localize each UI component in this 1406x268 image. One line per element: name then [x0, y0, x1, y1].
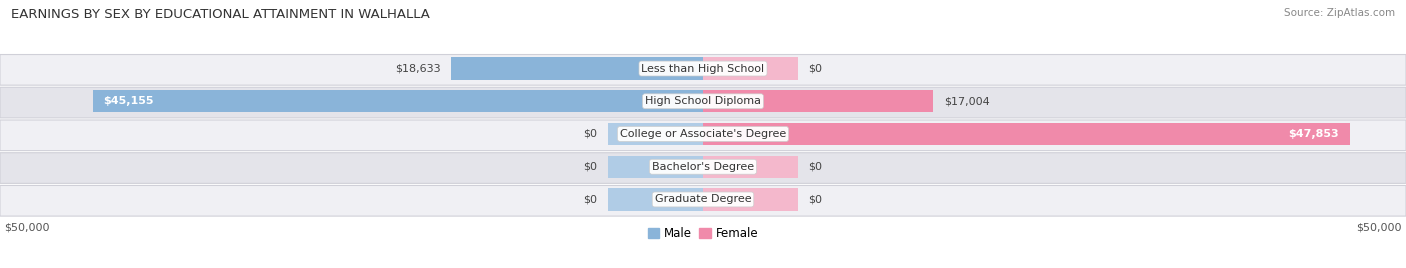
Text: $0: $0 — [808, 195, 823, 204]
Text: High School Diploma: High School Diploma — [645, 96, 761, 106]
Text: $0: $0 — [583, 162, 598, 172]
Bar — [703, 156, 797, 178]
Text: $0: $0 — [583, 129, 598, 139]
Bar — [609, 156, 703, 178]
Bar — [93, 90, 703, 112]
FancyBboxPatch shape — [0, 185, 1406, 216]
FancyBboxPatch shape — [0, 87, 1406, 118]
Text: College or Associate's Degree: College or Associate's Degree — [620, 129, 786, 139]
FancyBboxPatch shape — [0, 153, 1406, 183]
Legend: Male, Female: Male, Female — [643, 222, 763, 245]
FancyBboxPatch shape — [0, 120, 1406, 151]
Text: $45,155: $45,155 — [104, 96, 153, 106]
Bar — [609, 188, 703, 211]
FancyBboxPatch shape — [0, 54, 1406, 85]
Text: $47,853: $47,853 — [1288, 129, 1339, 139]
Bar — [703, 188, 797, 211]
Text: $17,004: $17,004 — [943, 96, 990, 106]
Bar — [703, 123, 1350, 145]
Text: $0: $0 — [808, 162, 823, 172]
Text: Graduate Degree: Graduate Degree — [655, 195, 751, 204]
Text: Bachelor's Degree: Bachelor's Degree — [652, 162, 754, 172]
Text: $0: $0 — [583, 195, 598, 204]
Text: EARNINGS BY SEX BY EDUCATIONAL ATTAINMENT IN WALHALLA: EARNINGS BY SEX BY EDUCATIONAL ATTAINMEN… — [11, 8, 430, 21]
Text: Source: ZipAtlas.com: Source: ZipAtlas.com — [1284, 8, 1395, 18]
Text: $18,633: $18,633 — [395, 64, 440, 73]
Text: Less than High School: Less than High School — [641, 64, 765, 73]
Bar — [703, 90, 934, 112]
Bar — [451, 57, 703, 80]
Text: $0: $0 — [808, 64, 823, 73]
Bar — [703, 57, 797, 80]
Bar — [609, 123, 703, 145]
